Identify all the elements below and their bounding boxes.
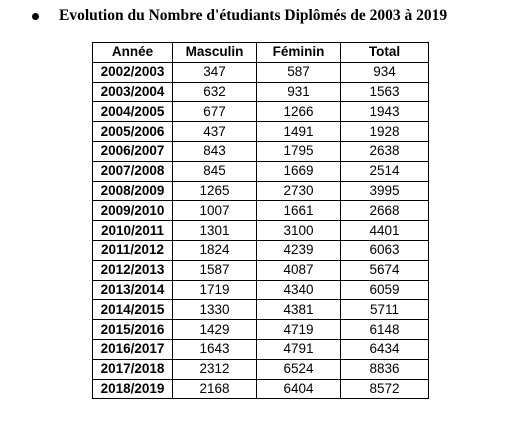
cell-male: 1301 [172,220,257,241]
cell-year: 2008/2009 [92,180,173,202]
cell-year: 2006/2007 [92,140,173,162]
cell-male: 2312 [172,358,257,380]
table-row: 2017/2018 2312 6524 8836 [92,358,429,380]
cell-year: 2009/2010 [92,200,173,222]
table-row: 2011/2012 1824 4239 6063 [92,239,429,261]
table-body: 2002/2003 347 587 934 2003/2004 632 931 1563 200… [92,61,429,400]
cell-female: 1491 [256,121,341,142]
cell-total: 4401 [340,220,429,241]
cell-male: 1007 [172,200,257,222]
cell-total: 1928 [340,121,429,142]
cell-total: 1943 [340,101,429,123]
table-row: 2014/2015 1330 4381 5711 [92,299,429,321]
heading-line: Evolution du Nombre d'étudiants Diplômés… [32,5,447,27]
cell-year: 2005/2006 [92,121,173,142]
cell-total: 2638 [340,140,429,162]
table-row: 2005/2006 437 1491 1928 [92,121,429,142]
cell-total: 5711 [340,299,429,321]
cell-total: 3995 [340,180,429,202]
cell-female: 1266 [256,101,341,123]
cell-total: 8572 [340,378,429,400]
cell-total: 6063 [340,239,429,261]
table-row: 2002/2003 347 587 934 [92,61,429,83]
cell-female: 1795 [256,140,341,162]
cell-total: 5674 [340,259,429,281]
cell-female: 931 [256,81,341,103]
table-row: 2006/2007 843 1795 2638 [92,140,429,162]
cell-year: 2011/2012 [92,239,173,261]
cell-male: 1429 [172,319,257,340]
cell-total: 1563 [340,81,429,103]
cell-female: 4340 [256,279,341,301]
cell-male: 677 [172,101,257,123]
table-row: 2018/2019 2168 6404 8572 [92,378,429,400]
cell-male: 1719 [172,279,257,301]
cell-year: 2016/2017 [92,338,173,360]
cell-female: 4239 [256,239,341,261]
cell-year: 2017/2018 [92,358,173,380]
cell-year: 2018/2019 [92,378,173,400]
cell-total: 6434 [340,338,429,360]
cell-male: 1824 [172,239,257,261]
document-heading: Evolution du Nombre d'étudiants Diplômés… [59,7,448,24]
cell-female: 4719 [256,319,341,340]
cell-female: 2730 [256,180,341,202]
table-row: 2015/2016 1429 4719 6148 [92,319,429,340]
table-row: 2007/2008 845 1669 2514 [92,160,429,182]
cell-female: 1661 [256,200,341,222]
table-row: 2004/2005 677 1266 1943 [92,101,429,123]
cell-female: 6404 [256,378,341,400]
cell-year: 2002/2003 [92,61,173,83]
header-year: Année [92,42,173,63]
cell-year: 2013/2014 [92,279,173,301]
cell-male: 2168 [172,378,257,400]
cell-year: 2010/2011 [92,220,173,241]
cell-total: 6148 [340,319,429,340]
cell-total: 2668 [340,200,429,222]
cell-female: 6524 [256,358,341,380]
cell-male: 437 [172,121,257,142]
table-row: 2016/2017 1643 4791 6434 [92,338,429,360]
table-row: 2008/2009 1265 2730 3995 [92,180,429,202]
table-row: 2012/2013 1587 4087 5674 [92,259,429,281]
cell-total: 934 [340,61,429,83]
cell-male: 1643 [172,338,257,360]
cell-year: 2015/2016 [92,319,173,340]
cell-male: 843 [172,140,257,162]
cell-total: 6059 [340,279,429,301]
cell-female: 3100 [256,220,341,241]
table-row: 2010/2011 1301 3100 4401 [92,220,429,241]
cell-year: 2003/2004 [92,81,173,103]
cell-male: 845 [172,160,257,182]
table-row: 2009/2010 1007 1661 2668 [92,200,429,222]
cell-year: 2012/2013 [92,259,173,281]
cell-year: 2007/2008 [92,160,173,182]
table-row: 2013/2014 1719 4340 6059 [92,279,429,301]
cell-total: 8836 [340,358,429,380]
header-male: Masculin [172,42,257,63]
cell-female: 4087 [256,259,341,281]
graduates-table: Année Masculin Féminin Total 2002/2003 34… [92,42,429,400]
cell-male: 1265 [172,180,257,202]
bullet-icon [32,12,39,20]
cell-total: 2514 [340,160,429,182]
cell-male: 1330 [172,299,257,321]
cell-male: 632 [172,81,257,103]
header-total: Total [340,42,429,63]
cell-year: 2014/2015 [92,299,173,321]
table-row: 2003/2004 632 931 1563 [92,81,429,103]
header-female: Féminin [256,42,341,63]
cell-male: 1587 [172,259,257,281]
cell-female: 587 [256,61,341,83]
cell-female: 4381 [256,299,341,321]
cell-female: 4791 [256,338,341,360]
cell-year: 2004/2005 [92,101,173,123]
cell-male: 347 [172,61,257,83]
table-header-row: Année Masculin Féminin Total [92,42,429,63]
cell-female: 1669 [256,160,341,182]
